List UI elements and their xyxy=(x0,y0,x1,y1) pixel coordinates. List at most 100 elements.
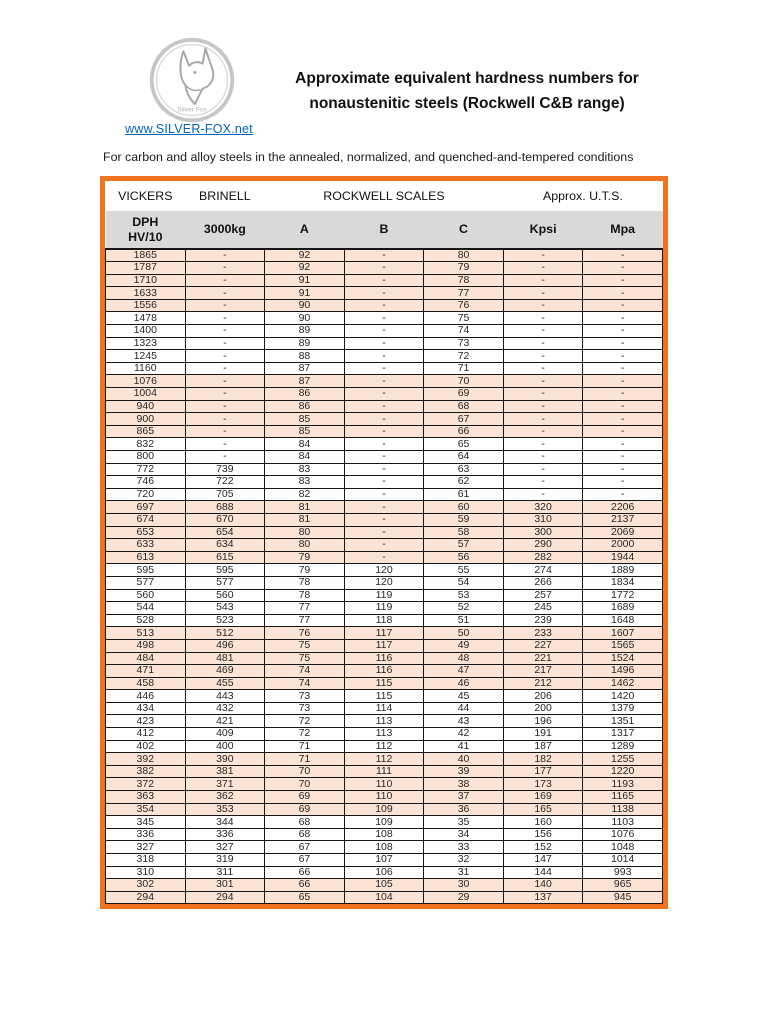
cell: 42 xyxy=(423,727,504,741)
cell: 390 xyxy=(184,752,266,766)
cell: - xyxy=(582,399,663,414)
cell: 68 xyxy=(264,815,345,829)
cell: 1379 xyxy=(582,701,663,716)
cell: 318 xyxy=(105,853,186,867)
cell: 116 xyxy=(343,651,425,666)
cell: 112 xyxy=(343,739,425,754)
cell: 66 xyxy=(264,865,345,880)
cell: 191 xyxy=(502,727,584,741)
cell: 70 xyxy=(264,764,345,779)
cell: 239 xyxy=(502,613,584,628)
cell: 1076 xyxy=(105,374,186,389)
cell: 79 xyxy=(264,550,345,565)
cell: 119 xyxy=(343,601,425,615)
cell: 412 xyxy=(105,727,186,741)
cell: 61 xyxy=(423,487,504,502)
cell: 91 xyxy=(264,286,345,300)
cell: - xyxy=(184,261,266,275)
cell: 372 xyxy=(105,777,186,792)
cell: 221 xyxy=(502,651,584,666)
cell: 577 xyxy=(184,575,266,590)
cell: 1400 xyxy=(105,324,186,338)
cell: 832 xyxy=(105,437,186,451)
cell: 1323 xyxy=(105,336,186,351)
cell: 705 xyxy=(184,487,266,502)
group-header-vickers: VICKERS xyxy=(105,181,186,211)
cell: 1220 xyxy=(582,764,663,779)
cell: - xyxy=(184,298,266,313)
cell: 75 xyxy=(423,311,504,326)
cell: 84 xyxy=(264,437,345,451)
website-link[interactable]: www.SILVER-FOX.net xyxy=(125,122,253,136)
cell: 446 xyxy=(105,689,186,703)
table-row: 900-85-67- - xyxy=(105,412,663,426)
cell: - xyxy=(343,387,425,401)
cell: 104 xyxy=(343,890,425,905)
cell: 69 xyxy=(423,387,504,401)
cell: 117 xyxy=(343,638,425,653)
hardness-table: VICKERS BRINELL ROCKWELL SCALES Approx. U.T… xyxy=(105,181,663,905)
cell: 89 xyxy=(264,324,345,338)
cell: 117 xyxy=(343,626,425,640)
cell: 82 xyxy=(264,487,345,502)
cell: 67 xyxy=(423,412,504,426)
table-row: 310 311 66 106 31 144 993 xyxy=(105,865,663,880)
cell: 64 xyxy=(423,450,504,464)
cell: - xyxy=(582,298,663,313)
cell: 496 xyxy=(184,638,266,653)
cell: 86 xyxy=(264,399,345,414)
table-row: 471 469 74 116 47 217 1496 xyxy=(105,664,663,678)
cell: 40 xyxy=(423,752,504,766)
cell: 71 xyxy=(264,752,345,766)
cell: 91 xyxy=(264,273,345,288)
cell: 512 xyxy=(184,626,266,640)
cell: 70 xyxy=(264,777,345,792)
cell: 300 xyxy=(502,525,584,540)
cell: 1710 xyxy=(105,273,186,288)
cell: 257 xyxy=(502,588,584,603)
cell: 31 xyxy=(423,865,504,880)
cell: 674 xyxy=(105,512,186,527)
cell: - xyxy=(502,261,584,275)
cell: 212 xyxy=(502,676,584,691)
cell: 993 xyxy=(582,865,663,880)
cell: 67 xyxy=(264,840,345,854)
cell: 165 xyxy=(502,802,584,817)
cell: 106 xyxy=(343,865,425,880)
cell: 1689 xyxy=(582,601,663,615)
cell: 39 xyxy=(423,764,504,779)
cell: 382 xyxy=(105,764,186,779)
table-row: 434 432 73 114 44 200 1379 xyxy=(105,701,663,716)
cell: 44 xyxy=(423,701,504,716)
cell: 38 xyxy=(423,777,504,792)
column-header-mpa: Mpa xyxy=(582,211,663,250)
cell: 70 xyxy=(423,374,504,389)
cell: 73 xyxy=(423,336,504,351)
cell: 46 xyxy=(423,676,504,691)
cell: - xyxy=(502,374,584,389)
cell: 720 xyxy=(105,487,186,502)
cell: 2137 xyxy=(582,512,663,527)
cell: - xyxy=(502,273,584,288)
cell: 111 xyxy=(343,764,425,779)
cell: 615 xyxy=(184,550,266,565)
cell: - xyxy=(343,437,425,451)
cell: 1289 xyxy=(582,739,663,754)
fox-logo-icon: Silver Fox xyxy=(149,37,235,123)
table-row: 832-84-65- - xyxy=(105,437,663,451)
table-row: 528 523 77 118 51 239 1648 xyxy=(105,613,663,628)
cell: 746 xyxy=(105,475,186,489)
table-row: 1865-92-80- - xyxy=(105,248,663,263)
table-row: 382 381 70 111 39 177 1220 xyxy=(105,764,663,779)
cell: 71 xyxy=(423,361,504,376)
title-line-1: Approximate equivalent hardness numbers … xyxy=(295,70,639,87)
cell: 1865 xyxy=(105,248,186,263)
cell: 83 xyxy=(264,462,345,477)
cell: 544 xyxy=(105,601,186,615)
cell: 57 xyxy=(423,538,504,552)
hardness-table-container: VICKERS BRINELL ROCKWELL SCALES Approx. U.T… xyxy=(100,176,668,910)
cell: 107 xyxy=(343,853,425,867)
cell: - xyxy=(502,412,584,426)
cell: 354 xyxy=(105,802,186,817)
column-header-b: B xyxy=(344,211,424,250)
